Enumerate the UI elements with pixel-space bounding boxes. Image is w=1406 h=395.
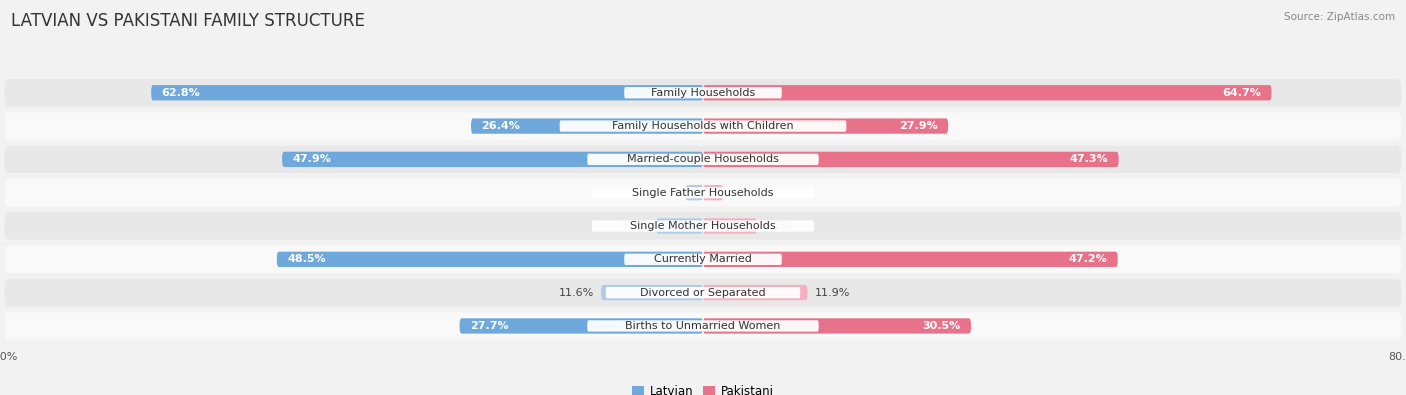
Text: 2.3%: 2.3% bbox=[730, 188, 759, 198]
Text: Divorced or Separated: Divorced or Separated bbox=[640, 288, 766, 298]
Text: 47.9%: 47.9% bbox=[292, 154, 332, 164]
FancyBboxPatch shape bbox=[4, 179, 1402, 206]
Text: Married-couple Households: Married-couple Households bbox=[627, 154, 779, 164]
Text: 64.7%: 64.7% bbox=[1222, 88, 1261, 98]
Text: 11.6%: 11.6% bbox=[558, 288, 593, 298]
Text: Births to Unmarried Women: Births to Unmarried Women bbox=[626, 321, 780, 331]
FancyBboxPatch shape bbox=[4, 279, 1402, 306]
FancyBboxPatch shape bbox=[703, 185, 723, 200]
Text: 26.4%: 26.4% bbox=[481, 121, 520, 131]
FancyBboxPatch shape bbox=[703, 318, 972, 334]
FancyBboxPatch shape bbox=[624, 87, 782, 98]
FancyBboxPatch shape bbox=[703, 285, 807, 300]
Text: Single Father Households: Single Father Households bbox=[633, 188, 773, 198]
Text: Family Households with Children: Family Households with Children bbox=[612, 121, 794, 131]
FancyBboxPatch shape bbox=[588, 154, 818, 165]
Text: 30.5%: 30.5% bbox=[922, 321, 960, 331]
FancyBboxPatch shape bbox=[592, 187, 814, 198]
Text: 6.1%: 6.1% bbox=[763, 221, 792, 231]
FancyBboxPatch shape bbox=[624, 254, 782, 265]
FancyBboxPatch shape bbox=[471, 118, 703, 134]
Text: 62.8%: 62.8% bbox=[162, 88, 201, 98]
Text: Currently Married: Currently Married bbox=[654, 254, 752, 264]
FancyBboxPatch shape bbox=[460, 318, 703, 334]
FancyBboxPatch shape bbox=[4, 146, 1402, 173]
Text: 2.0%: 2.0% bbox=[650, 188, 678, 198]
FancyBboxPatch shape bbox=[657, 218, 703, 234]
FancyBboxPatch shape bbox=[4, 113, 1402, 140]
Text: 48.5%: 48.5% bbox=[287, 254, 326, 264]
FancyBboxPatch shape bbox=[4, 79, 1402, 106]
FancyBboxPatch shape bbox=[703, 218, 756, 234]
FancyBboxPatch shape bbox=[4, 213, 1402, 240]
FancyBboxPatch shape bbox=[606, 287, 800, 298]
FancyBboxPatch shape bbox=[4, 312, 1402, 340]
Text: 11.9%: 11.9% bbox=[814, 288, 851, 298]
FancyBboxPatch shape bbox=[4, 246, 1402, 273]
Text: LATVIAN VS PAKISTANI FAMILY STRUCTURE: LATVIAN VS PAKISTANI FAMILY STRUCTURE bbox=[11, 12, 366, 30]
FancyBboxPatch shape bbox=[602, 285, 703, 300]
Text: 27.7%: 27.7% bbox=[470, 321, 509, 331]
FancyBboxPatch shape bbox=[703, 118, 948, 134]
FancyBboxPatch shape bbox=[703, 252, 1118, 267]
Text: Source: ZipAtlas.com: Source: ZipAtlas.com bbox=[1284, 12, 1395, 22]
FancyBboxPatch shape bbox=[283, 152, 703, 167]
FancyBboxPatch shape bbox=[588, 320, 818, 332]
Legend: Latvian, Pakistani: Latvian, Pakistani bbox=[627, 380, 779, 395]
Text: 5.3%: 5.3% bbox=[621, 221, 650, 231]
FancyBboxPatch shape bbox=[703, 152, 1119, 167]
Text: 47.3%: 47.3% bbox=[1070, 154, 1108, 164]
FancyBboxPatch shape bbox=[560, 120, 846, 132]
Text: 47.2%: 47.2% bbox=[1069, 254, 1108, 264]
FancyBboxPatch shape bbox=[686, 185, 703, 200]
Text: 27.9%: 27.9% bbox=[898, 121, 938, 131]
FancyBboxPatch shape bbox=[592, 220, 814, 232]
FancyBboxPatch shape bbox=[277, 252, 703, 267]
Text: Family Households: Family Households bbox=[651, 88, 755, 98]
FancyBboxPatch shape bbox=[152, 85, 703, 100]
FancyBboxPatch shape bbox=[703, 85, 1271, 100]
Text: Single Mother Households: Single Mother Households bbox=[630, 221, 776, 231]
